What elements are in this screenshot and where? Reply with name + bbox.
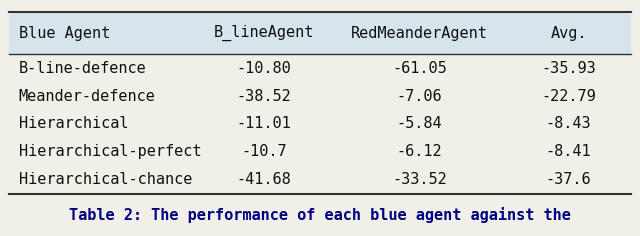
Text: -33.52: -33.52 bbox=[392, 172, 447, 187]
Text: -10.80: -10.80 bbox=[237, 61, 291, 76]
Text: -10.7: -10.7 bbox=[241, 144, 287, 159]
Text: -41.68: -41.68 bbox=[237, 172, 291, 187]
Bar bbox=[9, 12, 631, 54]
Text: B-line-defence: B-line-defence bbox=[19, 61, 147, 76]
Text: -61.05: -61.05 bbox=[392, 61, 447, 76]
Text: -5.84: -5.84 bbox=[397, 116, 442, 131]
Text: -6.12: -6.12 bbox=[397, 144, 442, 159]
Text: Hierarchical-perfect: Hierarchical-perfect bbox=[19, 144, 202, 159]
Text: Avg.: Avg. bbox=[550, 25, 587, 41]
Text: Hierarchical: Hierarchical bbox=[19, 116, 128, 131]
Text: -37.6: -37.6 bbox=[546, 172, 591, 187]
Text: -8.41: -8.41 bbox=[546, 144, 591, 159]
Text: Table 2: The performance of each blue agent against the: Table 2: The performance of each blue ag… bbox=[69, 207, 571, 223]
Text: -22.79: -22.79 bbox=[541, 88, 596, 104]
Text: -35.93: -35.93 bbox=[541, 61, 596, 76]
Text: RedMeanderAgent: RedMeanderAgent bbox=[351, 25, 488, 41]
Text: Blue Agent: Blue Agent bbox=[19, 25, 110, 41]
Text: Meander-defence: Meander-defence bbox=[19, 88, 156, 104]
Text: B_lineAgent: B_lineAgent bbox=[214, 25, 314, 41]
Text: -38.52: -38.52 bbox=[237, 88, 291, 104]
Text: -11.01: -11.01 bbox=[237, 116, 291, 131]
Text: -7.06: -7.06 bbox=[397, 88, 442, 104]
Text: Hierarchical-chance: Hierarchical-chance bbox=[19, 172, 192, 187]
Text: -8.43: -8.43 bbox=[546, 116, 591, 131]
